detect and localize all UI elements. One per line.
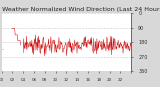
- Title: Milwaukee Weather Normalized Wind Direction (Last 24 Hours): Milwaukee Weather Normalized Wind Direct…: [0, 7, 160, 12]
